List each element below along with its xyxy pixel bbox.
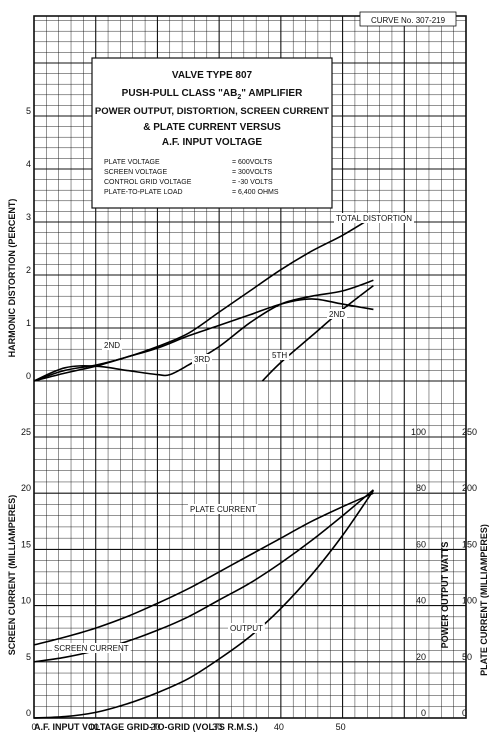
- total-distortion-label-background: [334, 213, 415, 223]
- screen-current-label-background: [52, 643, 131, 653]
- distortion-y-tick-label: 0: [26, 371, 31, 381]
- plate-current-label-background: [188, 504, 259, 514]
- second-harmonic-label-left: 2ND: [104, 341, 120, 350]
- plate-current-tick-label: 0: [462, 708, 467, 718]
- x-tick-label: 10: [89, 722, 99, 732]
- condition-label-screen-voltage: SCREEN VOLTAGE: [104, 169, 167, 176]
- condition-label-plate-voltage: PLATE VOLTAGE: [104, 159, 160, 166]
- second-harmonic-label-right: 2ND: [329, 310, 345, 319]
- power-output-tick-label: 100: [411, 427, 426, 437]
- power-output-tick-label: 0: [421, 708, 426, 718]
- x-tick-label: 30: [212, 722, 222, 732]
- distortion-y-tick-label: 3: [26, 212, 31, 222]
- title-line-2: PUSH-PULL CLASS "AB2" AMPLIFIER: [122, 88, 303, 101]
- plate-current-label: PLATE CURRENT: [190, 505, 256, 514]
- curve-number-box: [359, 11, 457, 27]
- screen-current-y-tick-label: 10: [21, 596, 31, 606]
- curve-layer: [33, 216, 375, 719]
- screen-current-label: SCREEN CURRENT: [54, 644, 129, 653]
- condition-label-control-grid-voltage: CONTROL GRID VOLTAGE: [104, 179, 192, 186]
- fifth-harmonic-label: 5TH: [272, 351, 287, 360]
- condition-label-plate-to-plate-load: PLATE-TO-PLATE LOAD: [104, 189, 183, 196]
- plate-current-tick-label: 200: [462, 483, 477, 493]
- plot-frame: [33, 15, 467, 719]
- power-output-tick-label: 40: [416, 596, 426, 606]
- x-tick-label: 20: [150, 722, 160, 732]
- power-output-label-background: [228, 623, 265, 633]
- condition-value-control-grid-voltage: = -30 VOLTS: [232, 179, 273, 186]
- screen-current-y-tick-label: 25: [21, 427, 31, 437]
- plate-current-axis-label: PLATE CURRENT (MILLIAMPERES): [479, 524, 489, 676]
- plate-current-tick-label: 100: [462, 596, 477, 606]
- plate-current-tick-label: 250: [462, 427, 477, 437]
- power-output-tick-label: 20: [416, 652, 426, 662]
- screen-current-y-axis-label: SCREEN CURRENT (MILLIAMPERES): [7, 495, 17, 656]
- title-line-2-main: PUSH-PULL CLASS "AB: [122, 88, 238, 99]
- distortion-y-tick-label: 1: [26, 318, 31, 328]
- screen-current-y-tick-label: 5: [26, 652, 31, 662]
- second-harmonic-label-right-background: [327, 309, 348, 319]
- x-axis-label: A.F. INPUT VOLTAGE GRID-TO-GRID (VOLTS R…: [34, 722, 258, 732]
- title-line-5: A.F. INPUT VOLTAGE: [162, 137, 263, 148]
- curve-number: CURVE No. 307-219: [371, 16, 446, 25]
- x-tick-label: 40: [274, 722, 284, 732]
- x-tick-label: 0: [31, 722, 36, 732]
- title-line-1: VALVE TYPE 807: [172, 70, 253, 81]
- title-line-3: POWER OUTPUT, DISTORTION, SCREEN CURRENT: [95, 106, 329, 117]
- condition-value-plate-to-plate-load: = 6,400 OHMS: [232, 189, 279, 196]
- plate-current-tick-label: 150: [462, 539, 477, 549]
- x-tick-label: 50: [336, 722, 346, 732]
- condition-value-screen-voltage: = 300VOLTS: [232, 169, 272, 176]
- fifth-harmonic-curve: [261, 284, 374, 382]
- distortion-y-tick-label: 4: [26, 159, 31, 169]
- total-distortion-label: TOTAL DISTORTION: [336, 214, 412, 223]
- power-output-axis-label: POWER OUTPUT WATTS: [440, 542, 450, 649]
- fifth-harmonic-label-background: [270, 350, 290, 360]
- label-layer: 0 10 20 30 40 5001234505101520250204060801000…: [21, 106, 477, 732]
- second-harmonic-label-left-background: [102, 340, 123, 350]
- distortion-y-tick-label: 2: [26, 265, 31, 275]
- title-line-2-suffix: " AMPLIFIER: [241, 88, 303, 99]
- third-harmonic-label-background: [192, 354, 213, 364]
- distortion-y-tick-label: 5: [26, 106, 31, 116]
- distortion-y-axis-label: HARMONIC DISTORTION (PERCENT): [7, 199, 17, 358]
- power-output-curve: [33, 489, 375, 719]
- screen-current-y-tick-label: 0: [26, 708, 31, 718]
- screen-current-y-tick-label: 15: [21, 539, 31, 549]
- condition-value-plate-voltage: = 600VOLTS: [232, 159, 272, 166]
- title-line-2-subscript: 2: [237, 94, 241, 101]
- power-output-tick-label: 80: [416, 483, 426, 493]
- third-harmonic-label: 3RD: [194, 355, 210, 364]
- second-harmonic-curve: [33, 298, 374, 382]
- third-harmonic-curve: [33, 279, 374, 382]
- power-output-tick-label: 60: [416, 539, 426, 549]
- plate-current-tick-label: 50: [462, 652, 472, 662]
- title-block: [91, 57, 333, 209]
- title-line-4: & PLATE CURRENT VERSUS: [143, 122, 281, 133]
- screen-current-y-tick-label: 20: [21, 483, 31, 493]
- power-output-label: OUTPUT: [230, 624, 263, 633]
- plate-current-curve: [33, 492, 374, 646]
